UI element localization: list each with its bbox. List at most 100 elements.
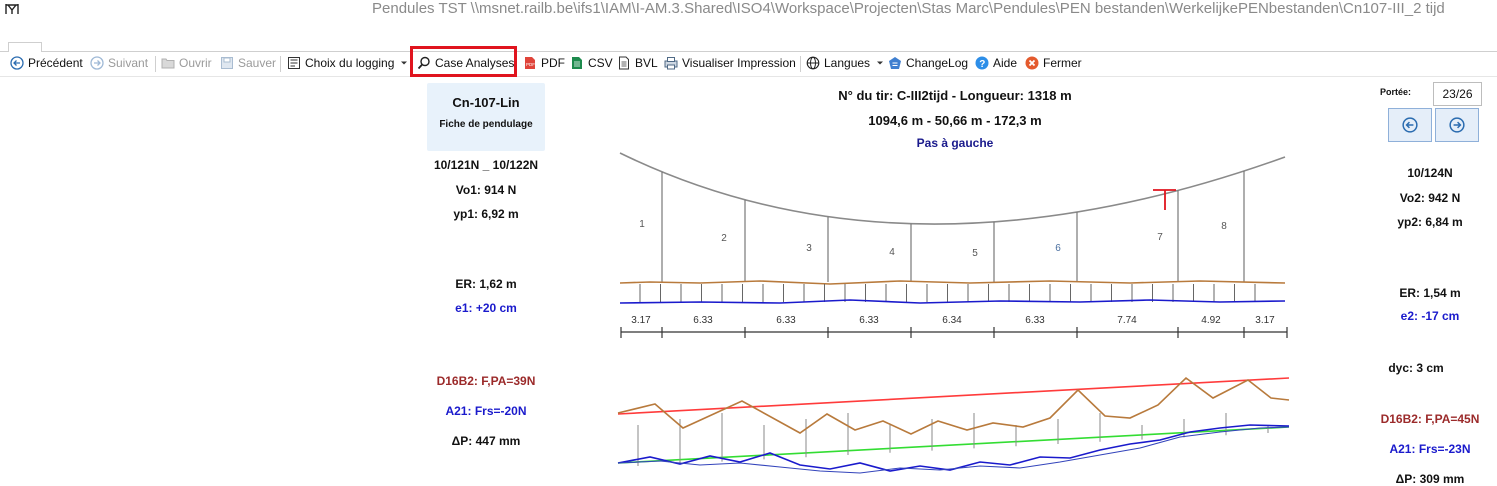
toolbar-separator [800, 56, 801, 72]
spacing-label: 7.74 [1117, 315, 1137, 326]
changelog-button[interactable]: ChangeLog [888, 53, 968, 73]
save-button[interactable]: Sauver [220, 53, 276, 73]
droppers [661, 171, 1245, 282]
rail-curve-blue-2 [617, 426, 1290, 474]
span-next-button[interactable] [1435, 108, 1479, 142]
portee-counter: 23/26 [1433, 82, 1482, 106]
left-range: 10/121N _ 10/122N [433, 158, 539, 172]
arrow-right-circle-icon [1449, 117, 1465, 133]
bvl-button[interactable]: BVL [617, 53, 658, 73]
toolbar-separator [155, 56, 156, 72]
logging-icon [288, 57, 300, 69]
help-icon: ? [975, 56, 989, 70]
spacing-label: 6.33 [1025, 315, 1045, 326]
case-analyses-highlight [410, 46, 517, 77]
spacing-label: 6.34 [942, 315, 962, 326]
svg-text:PDF: PDF [526, 62, 535, 67]
pendulum-number-label: 4 [889, 247, 895, 258]
pendulum-number-label: 2 [721, 233, 727, 244]
bvl-label: BVL [635, 56, 658, 70]
upper-limit-line [617, 377, 1290, 415]
spacing-label: 3.17 [631, 315, 651, 326]
help-label: Aide [993, 56, 1018, 70]
close-icon [1025, 56, 1039, 70]
right-dp: ΔP: 309 mm [1395, 472, 1465, 486]
changelog-label: ChangeLog [906, 56, 969, 70]
title-bar: Pendules TST \\msnet.railb.be\ifs1\IAM\I… [0, 0, 1497, 18]
csv-button[interactable]: CSV [570, 53, 613, 73]
chevron-down-icon [401, 61, 408, 65]
logging-label: Choix du logging [305, 56, 395, 70]
document-icon [619, 56, 629, 70]
sheet-card: Cn-107-Lin Fiche de pendulage [427, 83, 545, 151]
shot-header: N° du tir: C-III2tijd - Longueur: 1318 m [838, 88, 1072, 103]
pendulum-numbers: 1 2 3 4 5 6 7 8 [639, 219, 1227, 259]
csv-label: CSV [588, 56, 613, 70]
open-button[interactable]: Ouvrir [161, 53, 212, 73]
marker-t-icon [1153, 189, 1176, 210]
logging-dropdown[interactable]: Choix du logging [287, 53, 408, 73]
languages-dropdown[interactable]: Langues [806, 53, 884, 73]
catenary-wire [619, 152, 1286, 225]
print-preview-button[interactable]: Visualiser Impression [664, 53, 796, 73]
span-previous-button[interactable] [1388, 108, 1432, 142]
pdf-icon: PDF [525, 57, 535, 69]
left-er: ER: 1,62 m [455, 277, 517, 291]
pendulum-number-label: 8 [1221, 221, 1227, 232]
svg-text:?: ? [979, 59, 985, 70]
arrow-right-circle-icon [90, 56, 104, 70]
contact-wire [619, 280, 1286, 285]
pdf-button[interactable]: PDF PDF [523, 53, 565, 73]
open-label: Ouvrir [179, 56, 212, 70]
left-e: e1: +20 cm [455, 301, 517, 315]
arrow-left-circle-icon [1402, 117, 1418, 133]
folder-icon [161, 58, 175, 69]
pendulum-number-label: 7 [1157, 232, 1163, 243]
spacing-label: 4.92 [1201, 315, 1221, 326]
changelog-icon [889, 57, 901, 69]
spacing-label: 6.33 [859, 315, 879, 326]
pendulum-number-label: 5 [972, 248, 978, 259]
next-label: Suivant [108, 56, 149, 70]
spacing-labels: 3.17 6.33 6.33 6.33 6.34 6.33 7.74 4.92 3.17 [631, 315, 1275, 326]
right-range: 10/124N [1407, 166, 1453, 180]
support-posts [639, 284, 1256, 302]
sheet-title: Cn-107-Lin [452, 95, 520, 110]
previous-button[interactable]: Précédent [10, 53, 83, 73]
spacing-label: 6.33 [776, 315, 796, 326]
direction-label: Pas à gauche [916, 136, 994, 150]
left-a21: A21: Frs=-20N [445, 404, 527, 418]
position-line: 1094,6 m - 50,66 m - 172,3 m [868, 113, 1042, 128]
left-dp: ΔP: 447 mm [451, 434, 521, 448]
app-icon [5, 4, 19, 14]
save-icon [221, 57, 233, 69]
pendulum-number-label: 6 [1055, 243, 1061, 254]
right-e: e2: -17 cm [1400, 309, 1460, 323]
languages-label: Langues [824, 56, 871, 70]
help-button[interactable]: ? Aide [975, 53, 1017, 73]
chevron-down-icon [877, 61, 884, 65]
close-label: Fermer [1043, 56, 1082, 70]
pdf-label: PDF [541, 56, 565, 70]
right-er: ER: 1,54 m [1399, 286, 1461, 300]
previous-label: Précédent [28, 56, 83, 70]
left-yp: yp1: 6,92 m [453, 207, 519, 221]
right-d16: D16B2: F,PA=45N [1380, 412, 1480, 426]
window-title: Pendules TST \\msnet.railb.be\ifs1\IAM\I… [372, 0, 1445, 17]
rail-curve-blue [617, 424, 1290, 472]
right-dyc: dyc: 3 cm [1388, 361, 1444, 375]
rail-line [619, 299, 1286, 304]
tab-strip [0, 40, 1497, 52]
toolbar: Précédent Suivant Ouvrir Sauver Choix du… [0, 51, 1497, 77]
tab-main[interactable] [8, 42, 42, 52]
pendulum-number-label: 1 [639, 219, 645, 230]
magnifier-icon [417, 56, 430, 70]
close-button[interactable]: Fermer [1025, 53, 1082, 73]
case-analyses-label: Case Analyses [435, 56, 515, 70]
next-button[interactable]: Suivant [90, 53, 148, 73]
save-label: Sauver [238, 56, 277, 70]
case-analyses-button[interactable]: Case Analyses [417, 53, 514, 73]
globe-icon [806, 56, 820, 70]
right-a21: A21: Frs=-23N [1389, 442, 1471, 456]
dimension-ticks [620, 327, 1288, 338]
